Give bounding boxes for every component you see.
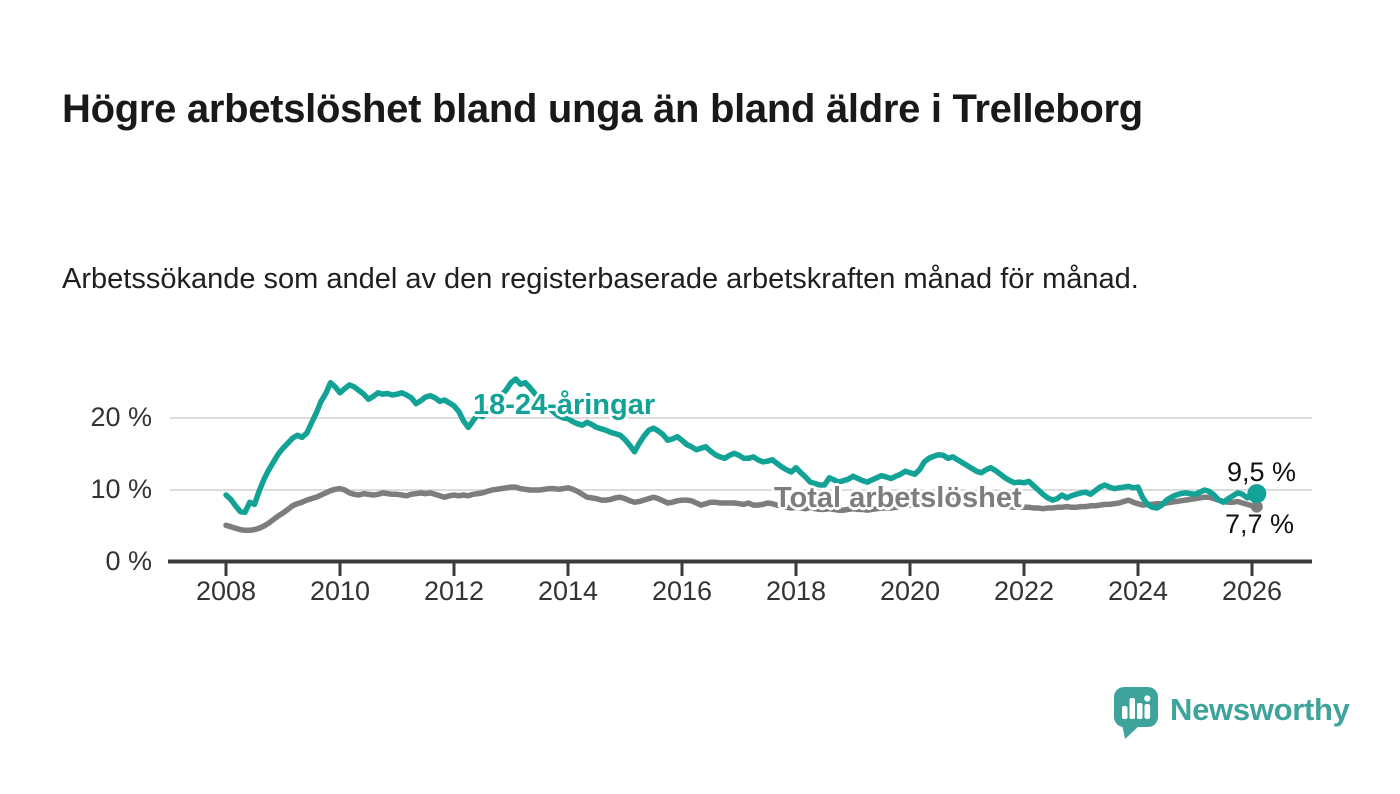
x-tick-label: 2008 [195,576,257,606]
chart-subtitle: Arbetssökande som andel av den registerb… [62,263,1139,295]
x-tick-label: 2018 [765,576,827,606]
chart-title: Högre arbetslöshet bland unga än bland ä… [62,86,1143,131]
brand-name: Newsworthy [1170,692,1350,727]
end-value-label-total: 7,7 % [1225,509,1295,539]
x-tick-label: 2012 [423,576,485,606]
x-tick-label: 2022 [993,576,1055,606]
series-line-youth [223,376,1260,516]
series-label-youth: 18-24-åringar [473,389,656,421]
y-tick-label: 20 % [90,402,152,432]
x-tick-label: 2024 [1107,576,1169,606]
series-end-dot-youth [1247,484,1267,504]
speech-bubble-bar-chart-icon [1114,687,1158,739]
series-label-total: Total arbetslöshet [774,482,1022,514]
x-tick-label: 2010 [309,576,371,606]
y-tick-label: 10 % [90,474,152,504]
x-tick-label: 2016 [651,576,713,606]
x-tick-label: 2014 [537,576,599,606]
x-tick-label: 2020 [879,576,941,606]
end-value-label-youth: 9,5 % [1227,457,1297,487]
brand-footer: Newsworthy [1113,686,1353,746]
series-line-total [223,484,1260,534]
y-tick-label: 0 % [105,546,152,576]
x-axis-ticks [224,561,1254,576]
series-end-dot-total [1250,500,1263,513]
x-tick-label: 2026 [1221,576,1283,606]
